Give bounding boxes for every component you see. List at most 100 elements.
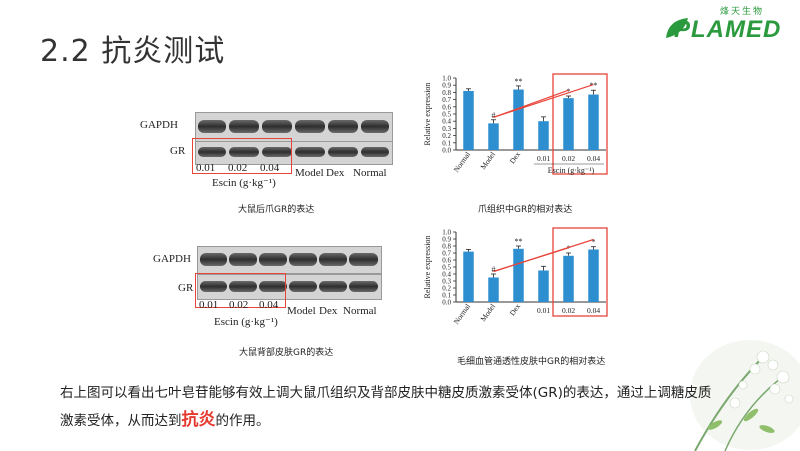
blot-row-label: GAPDH — [153, 253, 191, 265]
blot-row-label: GR — [170, 145, 186, 157]
summary-text: 右上图可以看出七叶皂苷能够有效上调大鼠爪组织及背部皮肤中糖皮质激素受体(GR)的… — [60, 385, 712, 429]
y-tick-label: 0.0 — [442, 299, 451, 307]
significance-mark: # — [492, 111, 496, 120]
bar-chart-skin: 0.00.10.20.30.40.50.60.70.80.91.0 Relativ… — [423, 227, 608, 326]
summary-highlight: 抗炎 — [181, 410, 216, 430]
x-tick-label: 0.02 — [562, 306, 575, 315]
slide-title: 2.2 抗炎测试 — [40, 34, 226, 69]
y-tick-label: 0.5 — [442, 111, 451, 119]
blot-strip-gapdh — [197, 246, 382, 274]
significance-mark: ** — [590, 81, 598, 90]
bar — [538, 270, 549, 302]
significance-mark: * — [567, 244, 571, 253]
group-label: Model — [287, 305, 316, 317]
y-tick-label: 0.8 — [442, 89, 451, 97]
blot-top: GAPDH GR 0.01 0.02 0.04 Model Dex Normal… — [140, 105, 400, 205]
highlight-box — [195, 273, 286, 308]
significance-mark: * — [567, 87, 571, 96]
bar — [513, 89, 524, 150]
bar — [538, 121, 549, 150]
x-tick-label: Normal — [452, 302, 473, 326]
y-tick-label: 0.4 — [442, 118, 451, 126]
x-tick-label: 0.01 — [537, 306, 550, 315]
y-tick-label: 0.8 — [442, 243, 451, 251]
significance-mark: * — [592, 238, 596, 247]
bar — [513, 248, 524, 302]
group-label: Normal — [353, 167, 387, 179]
bar — [563, 98, 574, 150]
brand-logo: 烽天生物 PLAMED — [662, 2, 792, 48]
y-tick-label: 0.7 — [442, 96, 451, 104]
x-axis-label: Escin (g·kg⁻¹) — [548, 166, 595, 175]
bar — [463, 251, 474, 302]
y-tick-label: 0.3 — [442, 278, 451, 286]
highlight-box — [552, 73, 608, 175]
x-tick-label: 0.04 — [587, 154, 600, 163]
bar — [463, 90, 474, 150]
dose-label: 0.01 — [199, 299, 219, 311]
y-tick-label: 0.0 — [442, 147, 451, 155]
y-tick-label: 1.0 — [442, 229, 451, 237]
x-tick-label: Normal — [452, 150, 473, 174]
x-tick-label: Dex — [508, 150, 523, 166]
caption-chart-skin: 毛细血管通透性皮肤中GR的相对表达 — [457, 357, 606, 367]
dose-label: 0.02 — [228, 162, 248, 174]
y-axis-label: Relative expression — [423, 83, 432, 146]
bar — [588, 94, 599, 150]
caption-blot-bottom: 大鼠背部皮肤GR的表达 — [239, 348, 334, 358]
bar-chart-paw: 0.00.10.20.30.40.50.60.70.80.91.0 Relativ… — [423, 73, 608, 175]
caption-blot-top: 大鼠后爪GR的表达 — [238, 205, 315, 215]
trend-line — [493, 83, 594, 118]
brand-name: PLAMED — [674, 16, 782, 43]
highlight-box — [192, 138, 292, 174]
y-tick-label: 0.4 — [442, 271, 451, 279]
blot-row-label: GR — [178, 282, 194, 294]
y-tick-label: 0.7 — [442, 250, 451, 258]
bar — [488, 277, 499, 302]
decorative-flower — [690, 340, 800, 451]
significance-mark: ** — [515, 77, 523, 86]
y-axis-label: Relative expression — [423, 236, 432, 299]
dose-label: 0.04 — [260, 162, 280, 174]
trend-line — [493, 238, 594, 273]
group-label: Normal — [343, 305, 377, 317]
y-tick-label: 0.1 — [442, 139, 451, 147]
bar — [488, 123, 499, 150]
dose-label: 0.02 — [229, 299, 249, 311]
group-label: Dex — [326, 167, 345, 179]
y-tick-label: 0.1 — [442, 292, 451, 300]
dose-label: 0.04 — [259, 299, 279, 311]
highlight-box — [552, 227, 608, 317]
bar — [563, 255, 574, 302]
blot-strip-gapdh — [195, 112, 393, 142]
x-tick-label: Model — [479, 150, 498, 171]
y-tick-label: 0.2 — [442, 132, 451, 140]
x-tick-label: 0.02 — [562, 154, 575, 163]
x-tick-label: Dex — [508, 302, 523, 318]
y-tick-label: 0.6 — [442, 257, 451, 265]
dose-label: 0.01 — [196, 162, 216, 174]
caption-chart-paw: 爪组织中GR的相对表达 — [478, 205, 573, 215]
y-tick-label: 1.0 — [442, 75, 451, 83]
bar — [588, 249, 599, 302]
summary-paragraph: 右上图可以看出七叶皂苷能够有效上调大鼠爪组织及背部皮肤中糖皮质激素受体(GR)的… — [60, 380, 720, 435]
y-tick-label: 0.5 — [442, 264, 451, 272]
group-label: Dex — [319, 305, 338, 317]
significance-mark: # — [492, 265, 496, 274]
brand-subtitle: 烽天生物 — [720, 7, 765, 17]
leaf-icon — [666, 18, 688, 38]
escin-label: Escin (g·kg⁻¹) — [212, 177, 276, 189]
summary-text-end: 的作用。 — [215, 413, 270, 429]
x-tick-label: Model — [479, 302, 498, 323]
y-tick-label: 0.6 — [442, 103, 451, 111]
significance-mark: ** — [515, 237, 523, 246]
group-label: Model — [295, 167, 324, 179]
x-tick-label: 0.04 — [587, 306, 600, 315]
x-tick-label: 0.01 — [537, 154, 550, 163]
y-tick-label: 0.9 — [442, 82, 451, 90]
blot-bottom: GAPDH GR 0.01 0.02 0.04 Model Dex Normal… — [150, 243, 400, 333]
blot-strip-gr — [197, 274, 382, 300]
y-tick-label: 0.9 — [442, 236, 451, 244]
blot-strip-gr — [195, 141, 393, 165]
y-tick-label: 0.3 — [442, 125, 451, 133]
